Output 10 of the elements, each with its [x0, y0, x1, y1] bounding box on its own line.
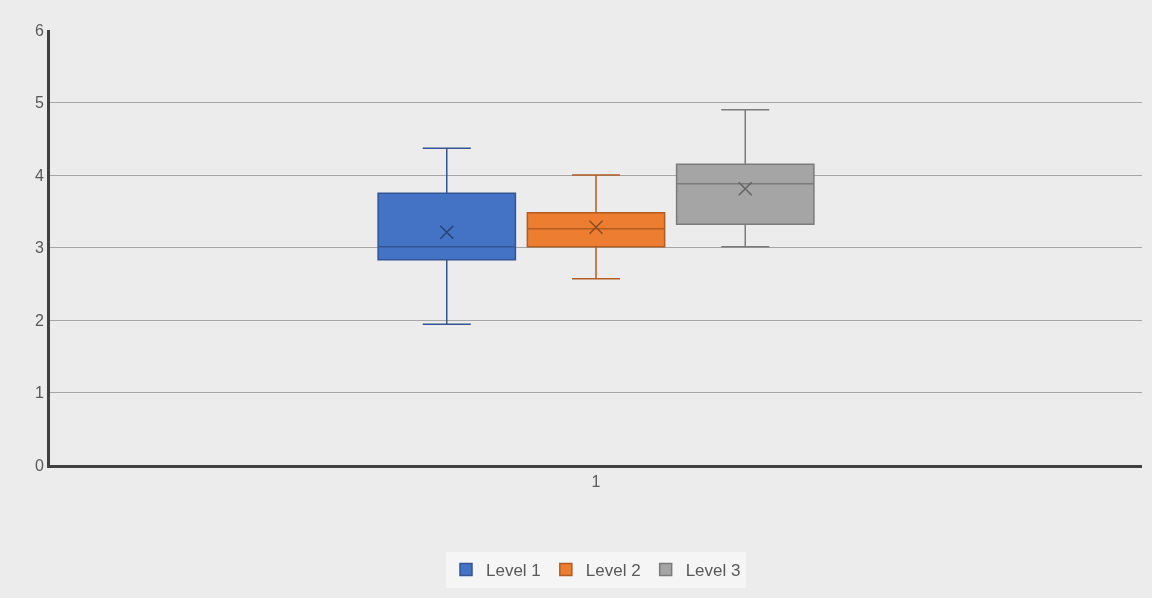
y-tick-label: 5 [34, 94, 44, 112]
legend-label: Level 1 [486, 561, 541, 581]
y-tick-label: 0 [34, 456, 44, 474]
legend-label: Level 2 [585, 561, 641, 581]
y-tick-label: 3 [34, 239, 44, 257]
y-tick-label: 1 [34, 384, 44, 402]
y-tick-label: 4 [34, 166, 44, 184]
legend-label: Level 3 [685, 561, 741, 581]
y-tick-label: 6 [34, 21, 44, 39]
y-tick-label: 2 [34, 311, 44, 329]
